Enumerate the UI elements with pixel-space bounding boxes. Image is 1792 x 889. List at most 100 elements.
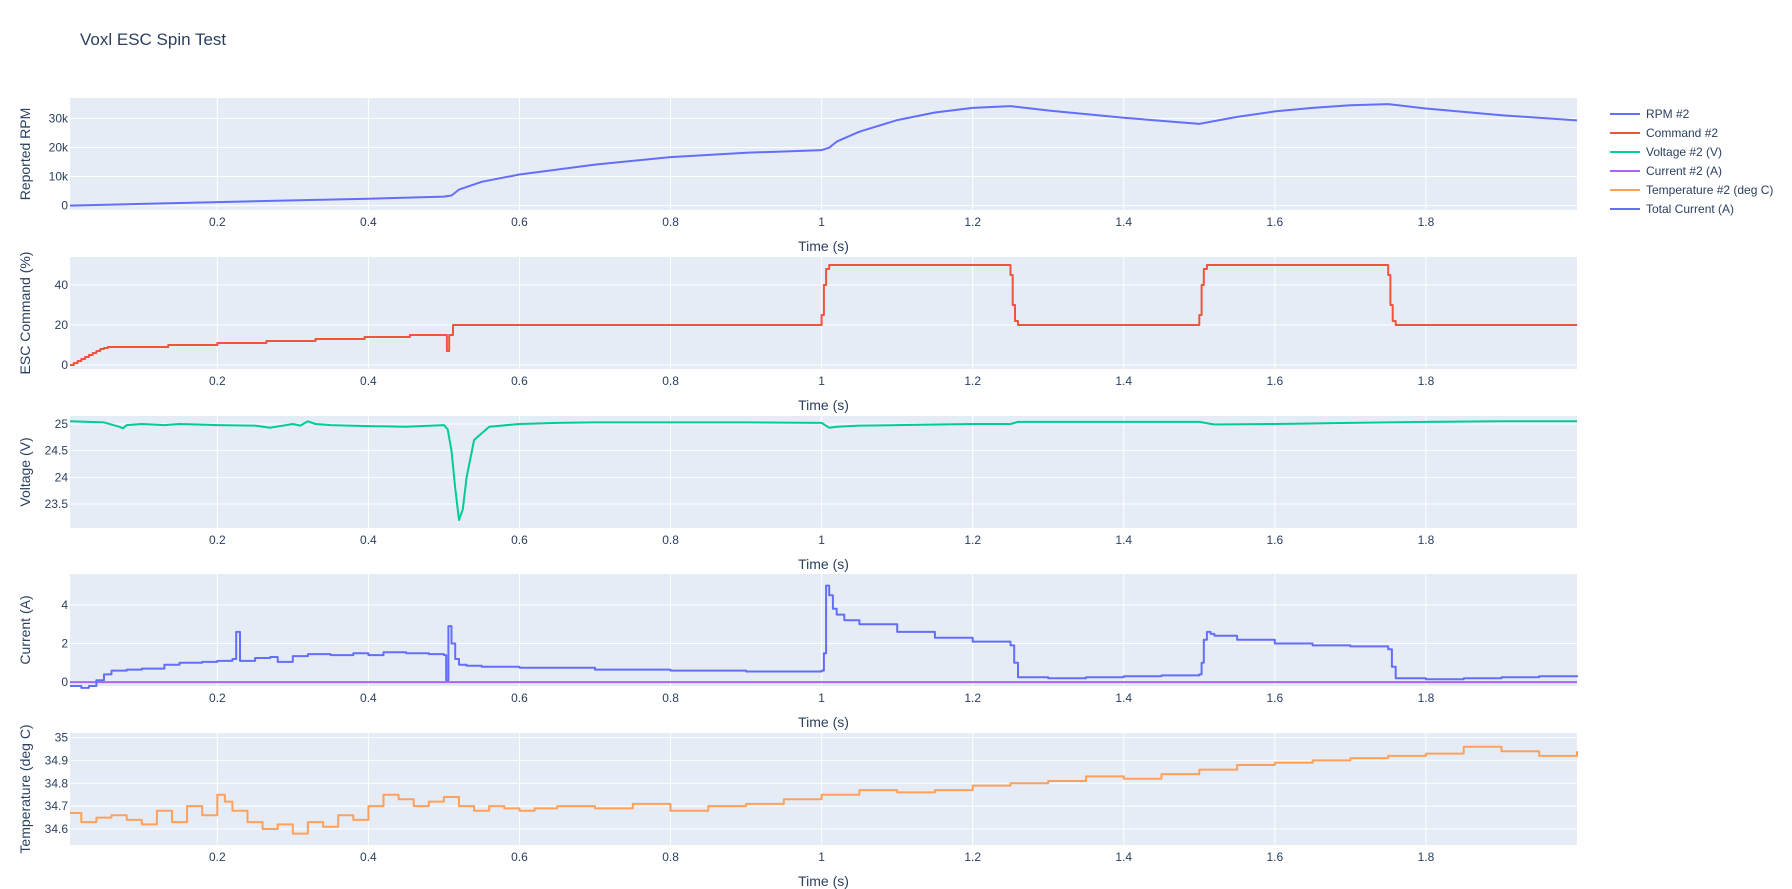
x-tick-label: 1 <box>818 215 825 229</box>
x-tick-label: 1.2 <box>964 215 981 229</box>
y-tick-label: 30k <box>49 111 69 125</box>
y-tick-label: 34.9 <box>45 753 69 767</box>
y-tick-label: 0 <box>61 675 68 689</box>
legend-item[interactable]: Total Current (A) <box>1610 199 1773 218</box>
legend-item[interactable]: Voltage #2 (V) <box>1610 142 1773 161</box>
legend-swatch <box>1610 169 1640 172</box>
x-tick-label: 0.2 <box>209 850 226 864</box>
x-tick-label: 1.2 <box>964 850 981 864</box>
y-tick-label: 24 <box>55 470 69 484</box>
y-tick-label: 34.7 <box>45 799 69 813</box>
series-line-total-current-a <box>70 584 1578 689</box>
x-tick-label: 1.6 <box>1267 374 1284 388</box>
subplot-4: 0.2 0.4 0.6 0.8 1 1.2 1.4 1.6 1.8 0 2 4 Time (s) Curr… <box>17 574 1578 730</box>
x-tick-label: 1.8 <box>1418 215 1435 229</box>
legend-label: Command #2 <box>1646 125 1719 140</box>
plot-area <box>70 98 1577 210</box>
x-tick-label: 0.6 <box>511 215 528 229</box>
legend-swatch <box>1610 188 1640 191</box>
x-tick-label: 0.4 <box>360 691 377 705</box>
y-axis-title: Voltage (V) <box>17 437 33 506</box>
x-tick-label: 1.8 <box>1418 374 1435 388</box>
x-tick-label: 1 <box>818 691 825 705</box>
x-tick-label: 1.6 <box>1267 533 1284 547</box>
x-axis-title: Time (s) <box>798 714 849 730</box>
x-axis-title: Time (s) <box>798 238 849 254</box>
x-tick-label: 0.4 <box>360 215 377 229</box>
legend: RPM #2 Command #2 Voltage #2 (V) Current #2… <box>1610 104 1773 218</box>
y-axis-title: ESC Command (%) <box>17 252 33 375</box>
y-axis-title: Reported RPM <box>17 108 33 201</box>
subplot-2: 0.2 0.4 0.6 0.8 1 1.2 1.4 1.6 1.8 0 20 40 Time (s) ES… <box>17 252 1577 413</box>
legend-item[interactable]: Command #2 <box>1610 123 1773 142</box>
y-tick-label: 10k <box>49 170 69 184</box>
legend-item[interactable]: Temperature #2 (deg C) <box>1610 180 1773 199</box>
x-tick-label: 0.6 <box>511 533 528 547</box>
y-tick-label: 20k <box>49 140 69 154</box>
x-tick-label: 0.8 <box>662 850 679 864</box>
x-tick-label: 0.4 <box>360 374 377 388</box>
legend-label: Voltage #2 (V) <box>1646 144 1723 159</box>
subplot-5: 0.2 0.4 0.6 0.8 1 1.2 1.4 1.6 1.8 34.6 34.7 34.8 34.… <box>17 724 1578 889</box>
y-tick-label: 25 <box>55 417 69 431</box>
x-tick-label: 0.6 <box>511 374 528 388</box>
y-tick-label: 23.5 <box>45 497 69 511</box>
subplot-1: 0.2 0.4 0.6 0.8 1 1.2 1.4 1.6 1.8 0 10k 20k 30k Time … <box>17 98 1578 254</box>
x-tick-label: 1.2 <box>964 533 981 547</box>
x-tick-label: 0.6 <box>511 691 528 705</box>
legend-item[interactable]: Current #2 (A) <box>1610 161 1773 180</box>
x-tick-label: 1.8 <box>1418 533 1435 547</box>
x-tick-label: 1.4 <box>1115 533 1132 547</box>
legend-label: Total Current (A) <box>1646 201 1735 216</box>
series-line-voltage-2-v <box>69 420 1577 521</box>
y-tick-label: 34.8 <box>45 776 69 790</box>
x-tick-label: 1 <box>818 850 825 864</box>
x-tick-label: 0.8 <box>662 691 679 705</box>
series-line-rpm-2 <box>69 103 1578 207</box>
y-tick-label: 34.6 <box>45 822 69 836</box>
x-tick-label: 0.4 <box>360 533 377 547</box>
x-tick-label: 1.4 <box>1115 691 1132 705</box>
x-tick-label: 0.2 <box>209 374 226 388</box>
legend-swatch <box>1610 112 1640 115</box>
chart-title: Voxl ESC Spin Test <box>80 30 227 49</box>
x-tick-label: 1.6 <box>1267 850 1284 864</box>
x-axis-title: Time (s) <box>798 556 849 572</box>
y-tick-label: 0 <box>61 199 68 213</box>
y-tick-label: 20 <box>55 318 69 332</box>
x-tick-label: 0.6 <box>511 850 528 864</box>
plot-area <box>70 416 1577 528</box>
x-tick-label: 0.4 <box>360 850 377 864</box>
x-tick-label: 1.4 <box>1115 215 1132 229</box>
x-tick-label: 1.4 <box>1115 374 1132 388</box>
legend-label: Temperature #2 (deg C) <box>1646 182 1774 197</box>
series-line-command-2 <box>70 264 1577 366</box>
x-tick-label: 0.8 <box>662 374 679 388</box>
x-tick-label: 1.8 <box>1418 691 1435 705</box>
x-tick-label: 0.8 <box>662 533 679 547</box>
x-tick-label: 1.8 <box>1418 850 1435 864</box>
y-tick-label: 40 <box>55 278 69 292</box>
x-tick-label: 0.2 <box>209 215 226 229</box>
x-tick-label: 1.6 <box>1267 215 1284 229</box>
x-tick-label: 0.8 <box>662 215 679 229</box>
x-tick-label: 1.6 <box>1267 691 1284 705</box>
y-tick-label: 35 <box>55 731 69 745</box>
x-tick-label: 1.2 <box>964 691 981 705</box>
plot-area <box>70 733 1577 845</box>
y-tick-label: 0 <box>61 358 68 372</box>
y-axis-title: Temperature (deg C) <box>17 724 33 853</box>
series-line-temperature-2-deg-c <box>70 745 1578 835</box>
y-tick-label: 4 <box>61 598 68 612</box>
x-tick-label: 1 <box>818 533 825 547</box>
y-tick-label: 24.5 <box>45 444 69 458</box>
x-axis-title: Time (s) <box>798 397 849 413</box>
legend-label: Current #2 (A) <box>1646 163 1723 178</box>
x-tick-label: 1 <box>818 374 825 388</box>
legend-swatch <box>1610 150 1640 153</box>
x-tick-label: 1.2 <box>964 374 981 388</box>
x-tick-label: 1.4 <box>1115 850 1132 864</box>
legend-item[interactable]: RPM #2 <box>1610 104 1773 123</box>
